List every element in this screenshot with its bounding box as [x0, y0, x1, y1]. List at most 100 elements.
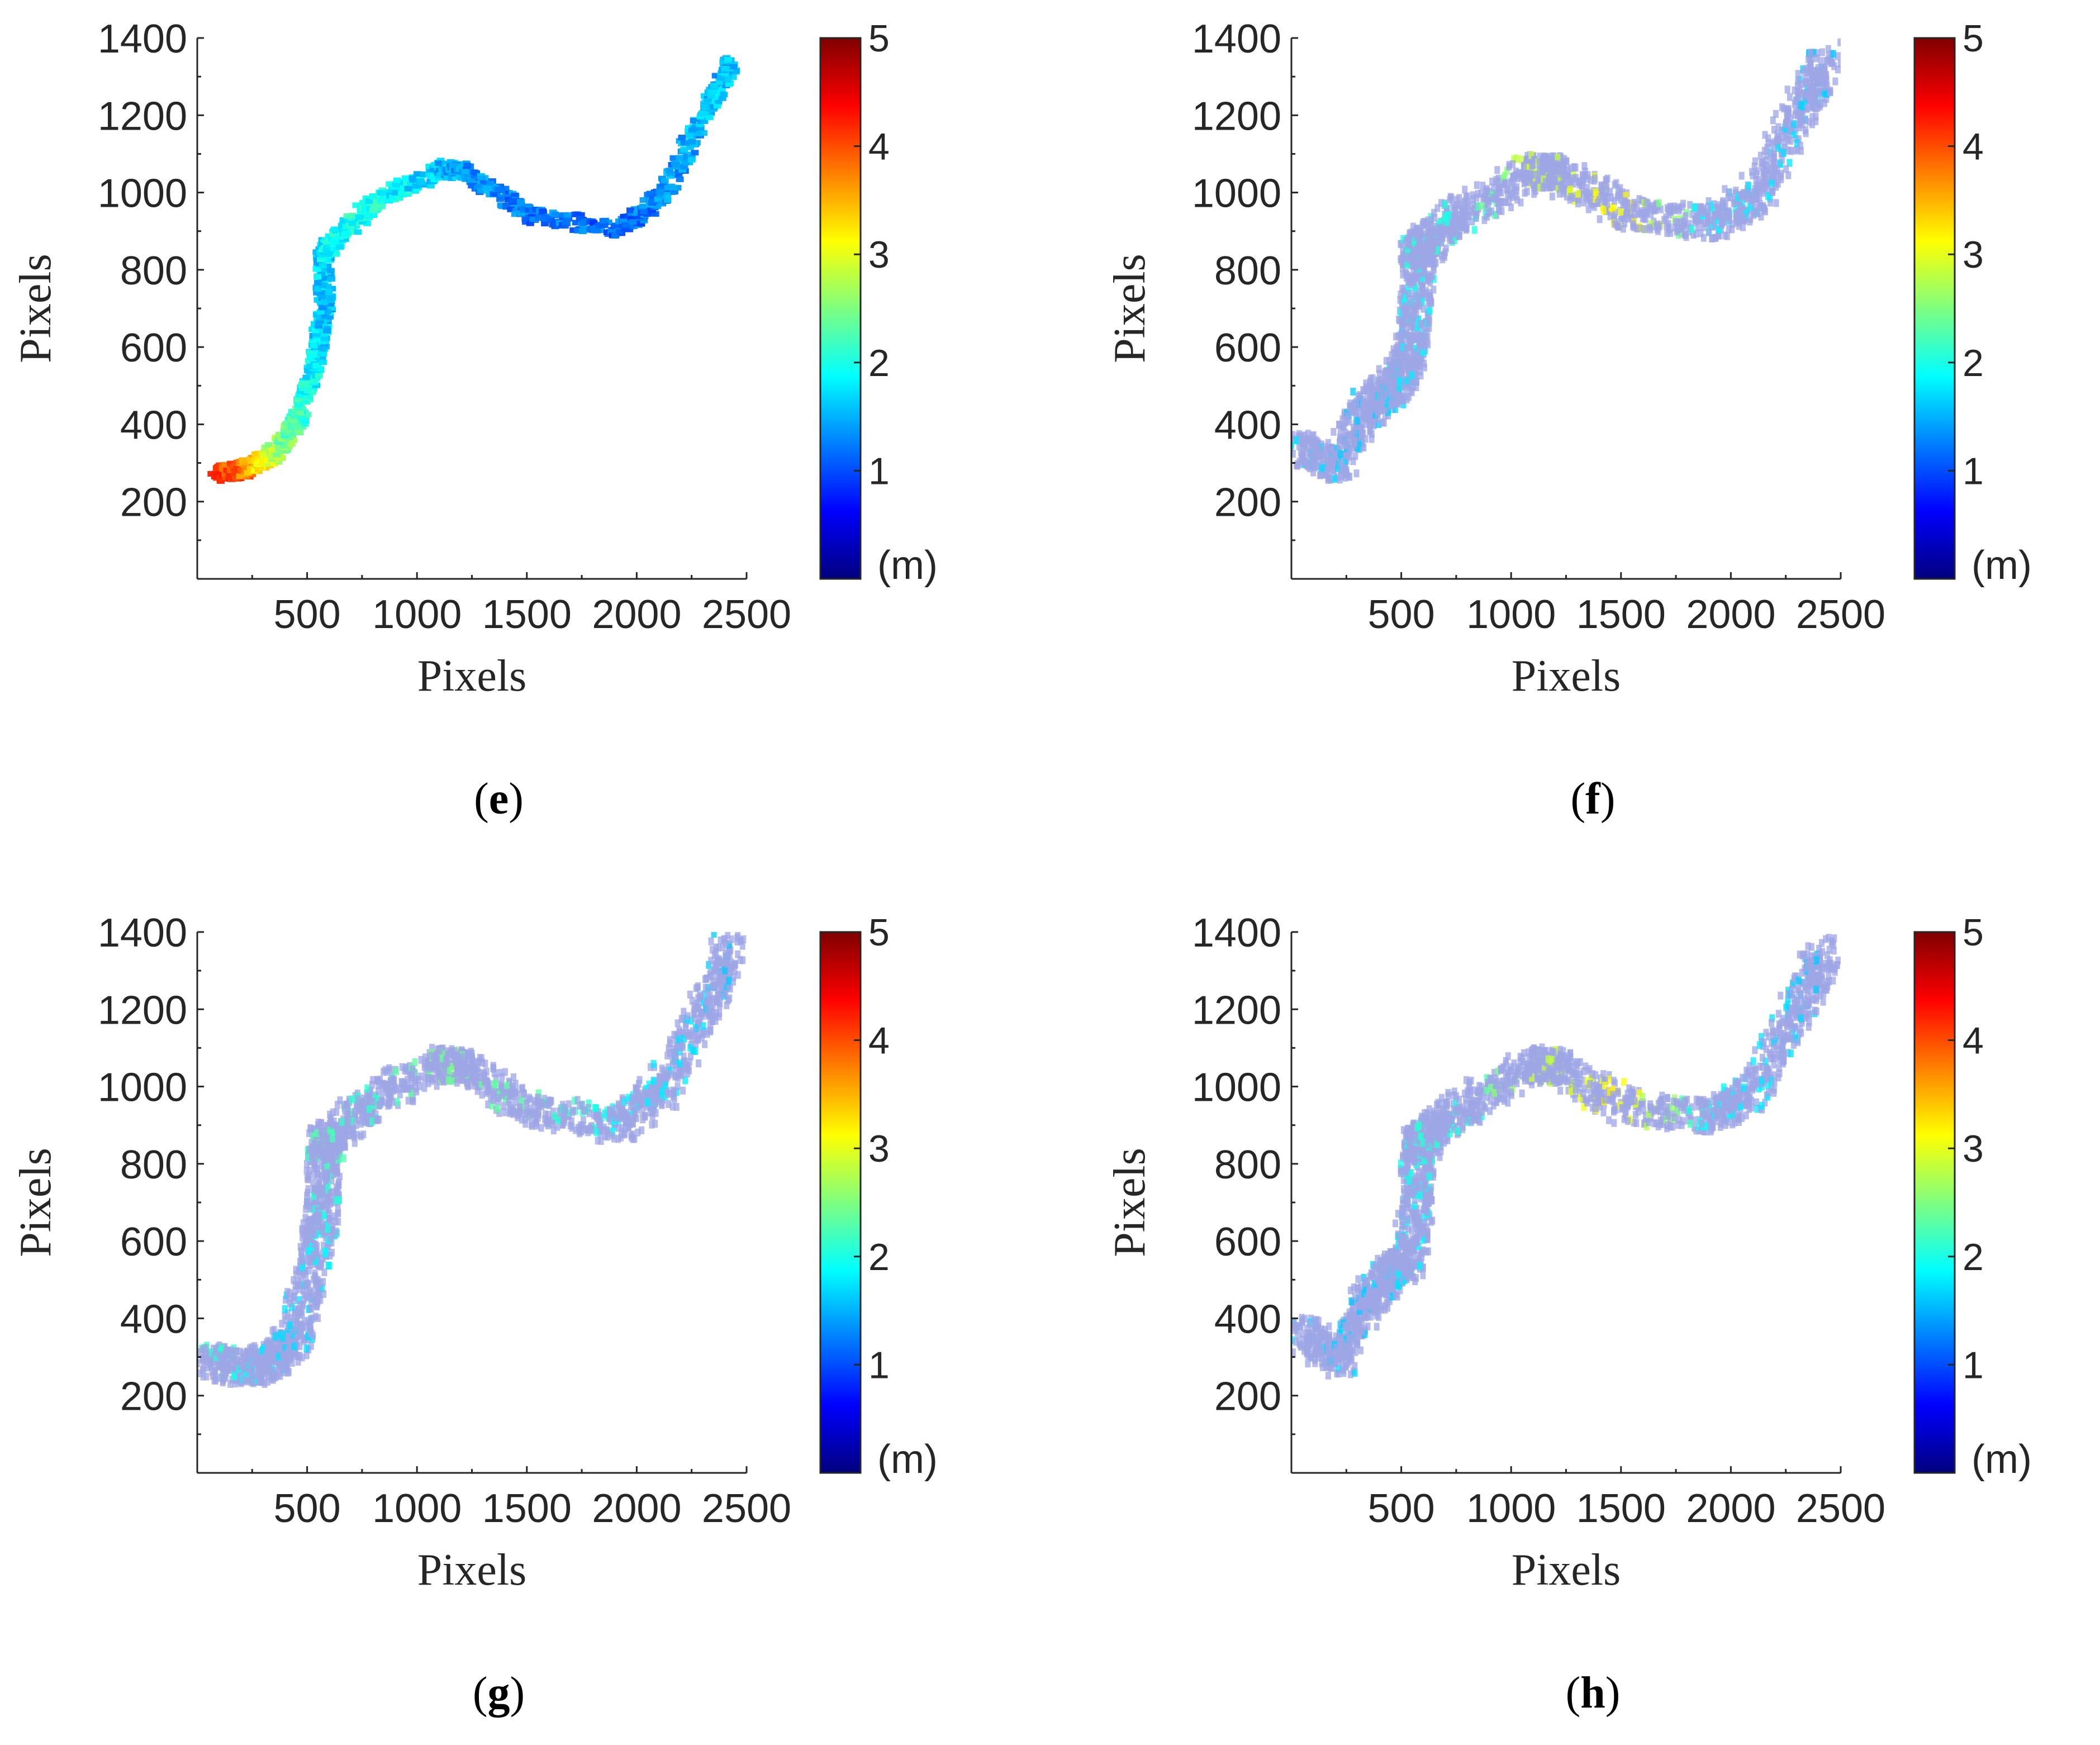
data-cell — [1802, 97, 1808, 105]
data-cell — [298, 1253, 305, 1262]
data-cell — [1803, 129, 1809, 137]
data-cell — [1567, 164, 1574, 172]
data-cell — [1686, 220, 1692, 228]
data-cell — [680, 164, 688, 170]
data-cell — [1384, 370, 1390, 379]
data-cell — [1395, 352, 1401, 360]
data-cell — [1417, 232, 1423, 241]
data-cell — [1768, 163, 1774, 172]
data-cell — [248, 1364, 254, 1372]
data-cell — [259, 1346, 265, 1354]
data-cell — [616, 229, 624, 235]
data-cell — [486, 192, 494, 198]
data-cell — [1634, 225, 1640, 233]
data-cell — [395, 194, 403, 201]
data-cell — [286, 1295, 292, 1303]
data-cell — [408, 175, 417, 181]
data-cell — [693, 130, 702, 136]
data-cell — [1506, 161, 1512, 169]
data-cell — [1591, 203, 1597, 211]
data-cell — [476, 183, 484, 189]
data-cell — [1807, 60, 1813, 68]
data-cell — [1695, 223, 1701, 231]
data-cell — [1398, 331, 1404, 339]
data-cell — [1347, 445, 1353, 454]
data-cell — [1296, 457, 1303, 465]
data-cell — [1776, 135, 1782, 144]
data-cell — [1648, 202, 1655, 210]
data-cell — [1406, 290, 1412, 298]
data-cell — [303, 382, 311, 388]
data-cell — [1780, 133, 1786, 141]
data-cell — [227, 1359, 234, 1368]
data-cell — [296, 410, 305, 416]
data-cell — [312, 331, 321, 336]
data-cell — [1319, 464, 1325, 472]
data-cell — [313, 279, 322, 286]
data-cell — [1712, 218, 1717, 226]
data-cell — [1331, 466, 1337, 474]
data-cell — [328, 286, 336, 292]
data-cell — [1802, 78, 1808, 86]
data-cell — [1379, 401, 1385, 409]
data-cell — [1410, 349, 1417, 358]
data-cell — [231, 1371, 237, 1380]
data-cell — [578, 229, 587, 234]
data-cell — [1431, 286, 1437, 294]
data-cell — [619, 218, 628, 225]
data-cell — [331, 238, 339, 244]
data-cell — [1815, 78, 1821, 86]
data-cell — [1656, 199, 1662, 207]
data-cell — [706, 103, 714, 110]
y-tick-label: 800 — [1214, 249, 1281, 293]
data-cell — [1291, 441, 1294, 449]
data-cell — [197, 1359, 200, 1367]
data-cell — [681, 159, 690, 165]
data-cell — [1619, 188, 1626, 197]
data-cell — [1491, 211, 1498, 219]
data-cell — [1683, 212, 1689, 220]
data-cell — [287, 1321, 293, 1329]
data-cell — [286, 1345, 291, 1353]
data-cell — [1418, 372, 1424, 380]
data-cell — [1341, 422, 1347, 431]
data-cell — [1689, 225, 1695, 233]
data-cell — [224, 1361, 230, 1369]
data-cell — [1602, 192, 1608, 201]
data-cell — [1402, 312, 1408, 320]
data-cell — [1822, 63, 1828, 72]
data-cell — [1705, 197, 1712, 205]
data-cell — [1341, 434, 1347, 443]
data-cell — [1807, 88, 1813, 96]
data-cell — [1399, 313, 1405, 322]
data-cell — [539, 208, 547, 214]
data-cell — [1400, 320, 1407, 328]
data-cell — [599, 218, 607, 224]
data-cell — [326, 313, 334, 320]
data-cell — [1675, 226, 1680, 234]
data-cell — [306, 1293, 312, 1301]
data-cell — [1761, 146, 1768, 155]
panel-caption: (f) — [1571, 774, 1616, 824]
data-cell — [1770, 140, 1776, 148]
data-cell — [1346, 453, 1352, 461]
data-cell — [1317, 445, 1323, 454]
data-cell — [281, 442, 289, 448]
data-cell — [1305, 463, 1312, 470]
data-cell — [298, 1247, 305, 1256]
y-tick-label: 1000 — [98, 172, 187, 216]
data-cell — [297, 413, 306, 420]
data-cell — [1461, 198, 1467, 206]
y-tick-label: 400 — [120, 403, 187, 448]
data-cell — [293, 1270, 300, 1278]
data-cell — [503, 194, 511, 200]
data-cell — [436, 172, 444, 178]
data-cell — [297, 1258, 303, 1266]
data-cell — [289, 437, 298, 443]
data-cell — [1423, 287, 1429, 295]
data-cell — [1783, 165, 1789, 173]
data-cell — [1787, 93, 1793, 101]
data-cell — [321, 1242, 327, 1250]
data-cell — [502, 204, 510, 210]
